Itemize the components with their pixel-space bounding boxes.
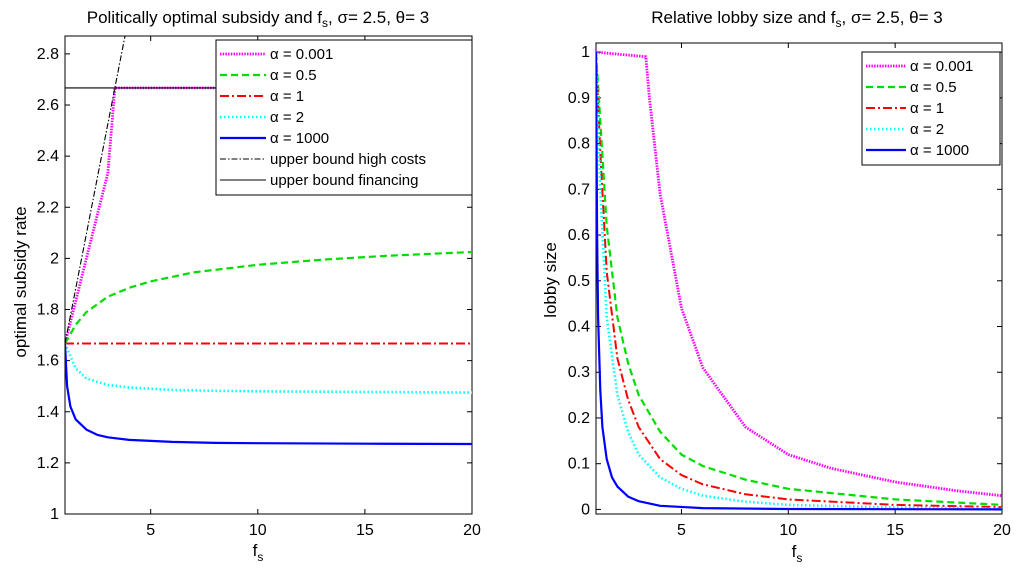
right-axes-box [595,42,1003,515]
right-y-tick-label: 0.3 [568,364,590,381]
right-legend-label: α = 0.5 [910,79,957,96]
left-legend-label: upper bound financing [270,172,418,189]
right-legend-label: α = 2 [910,121,944,138]
right-x-axis-label: fs [792,542,803,565]
right-y-tick-label: 0.7 [568,181,590,198]
right-series-line-1 [596,50,1002,498]
left-y-tick-label: 2.8 [37,46,59,63]
left-x-tick-label: 10 [249,522,267,539]
left-legend-label: upper bound high costs [270,151,426,168]
right-legend-label: α = 1000 [910,142,969,159]
left-x-axis-label: fs [253,541,264,564]
right-series-line-2 [596,52,1002,506]
left-y-tick-label: 1.6 [37,353,59,370]
left-plot: 5 10 15 20 1 1.2 1.4 1.6 1.8 2 2.2 2.4 2.6 2.8 α = 0.0… [37,35,481,539]
left-legend-label: α = 0.001 [270,46,333,63]
left-y-tick-label: 1 [50,506,59,523]
right-legend-label: α = 1 [910,100,944,117]
left-y-axis-label: optimal subsidy rate [11,206,30,357]
left-legend-label: α = 0.5 [270,67,317,84]
right-y-axis-label: lobby size [541,242,560,318]
right-y-tick-label: 0.9 [568,90,590,107]
left-y-tick-label: 2.2 [37,199,59,216]
right-plot: 5 10 15 20 0 0.1 0.2 0.3 0.4 0.5 0.6 0.7 0.8 0.9 1 α = … [568,42,1011,539]
left-series-line-2 [65,250,472,345]
left-series-line-6 [65,36,126,344]
left-y-tick-label: 1.4 [37,404,59,421]
right-series-group [596,50,1002,511]
right-y-tick-label: 0.5 [568,273,590,290]
right-legend-label: α = 0.001 [910,58,973,75]
left-x-tick-label: 5 [146,522,155,539]
left-y-tick-label: 1.8 [37,302,59,319]
right-x-tick-label: 10 [779,522,797,539]
right-y-tick-label: 0.6 [568,227,590,244]
left-legend-box [215,39,473,196]
right-y-tick-label: 0.2 [568,410,590,427]
right-y-tick-label: 0.8 [568,136,590,153]
left-legend-label: α = 1000 [270,130,329,147]
left-y-tick-label: 1.2 [37,455,59,472]
right-chart-title: Relative lobby size and fs, σ= 2.5, θ= 3 [651,8,943,30]
left-y-tick-label: 2 [50,250,59,267]
left-axes-box [64,35,473,515]
left-legend-label: α = 2 [270,109,304,126]
left-y-tick-label: 2.4 [37,148,59,165]
right-y-tick-label: 0 [581,501,590,518]
right-x-tick-label: 15 [886,522,904,539]
right-y-tick-label: 0.1 [568,456,590,473]
right-y-tick-label: 1 [581,44,590,61]
right-x-tick-label: 5 [677,522,686,539]
left-x-tick-label: 20 [463,522,481,539]
left-legend-label: α = 1 [270,88,304,105]
left-y-tick-label: 2.6 [37,97,59,114]
right-series-line-5 [596,52,1002,511]
right-x-tick-label: 20 [993,522,1011,539]
left-series-line-4 [65,342,472,394]
right-y-tick-label: 0.4 [568,319,590,336]
left-series-line-5 [65,343,472,446]
left-x-tick-label: 15 [356,522,374,539]
left-chart-title: Politically optimal subsidy and fs, σ= 2… [87,8,430,30]
